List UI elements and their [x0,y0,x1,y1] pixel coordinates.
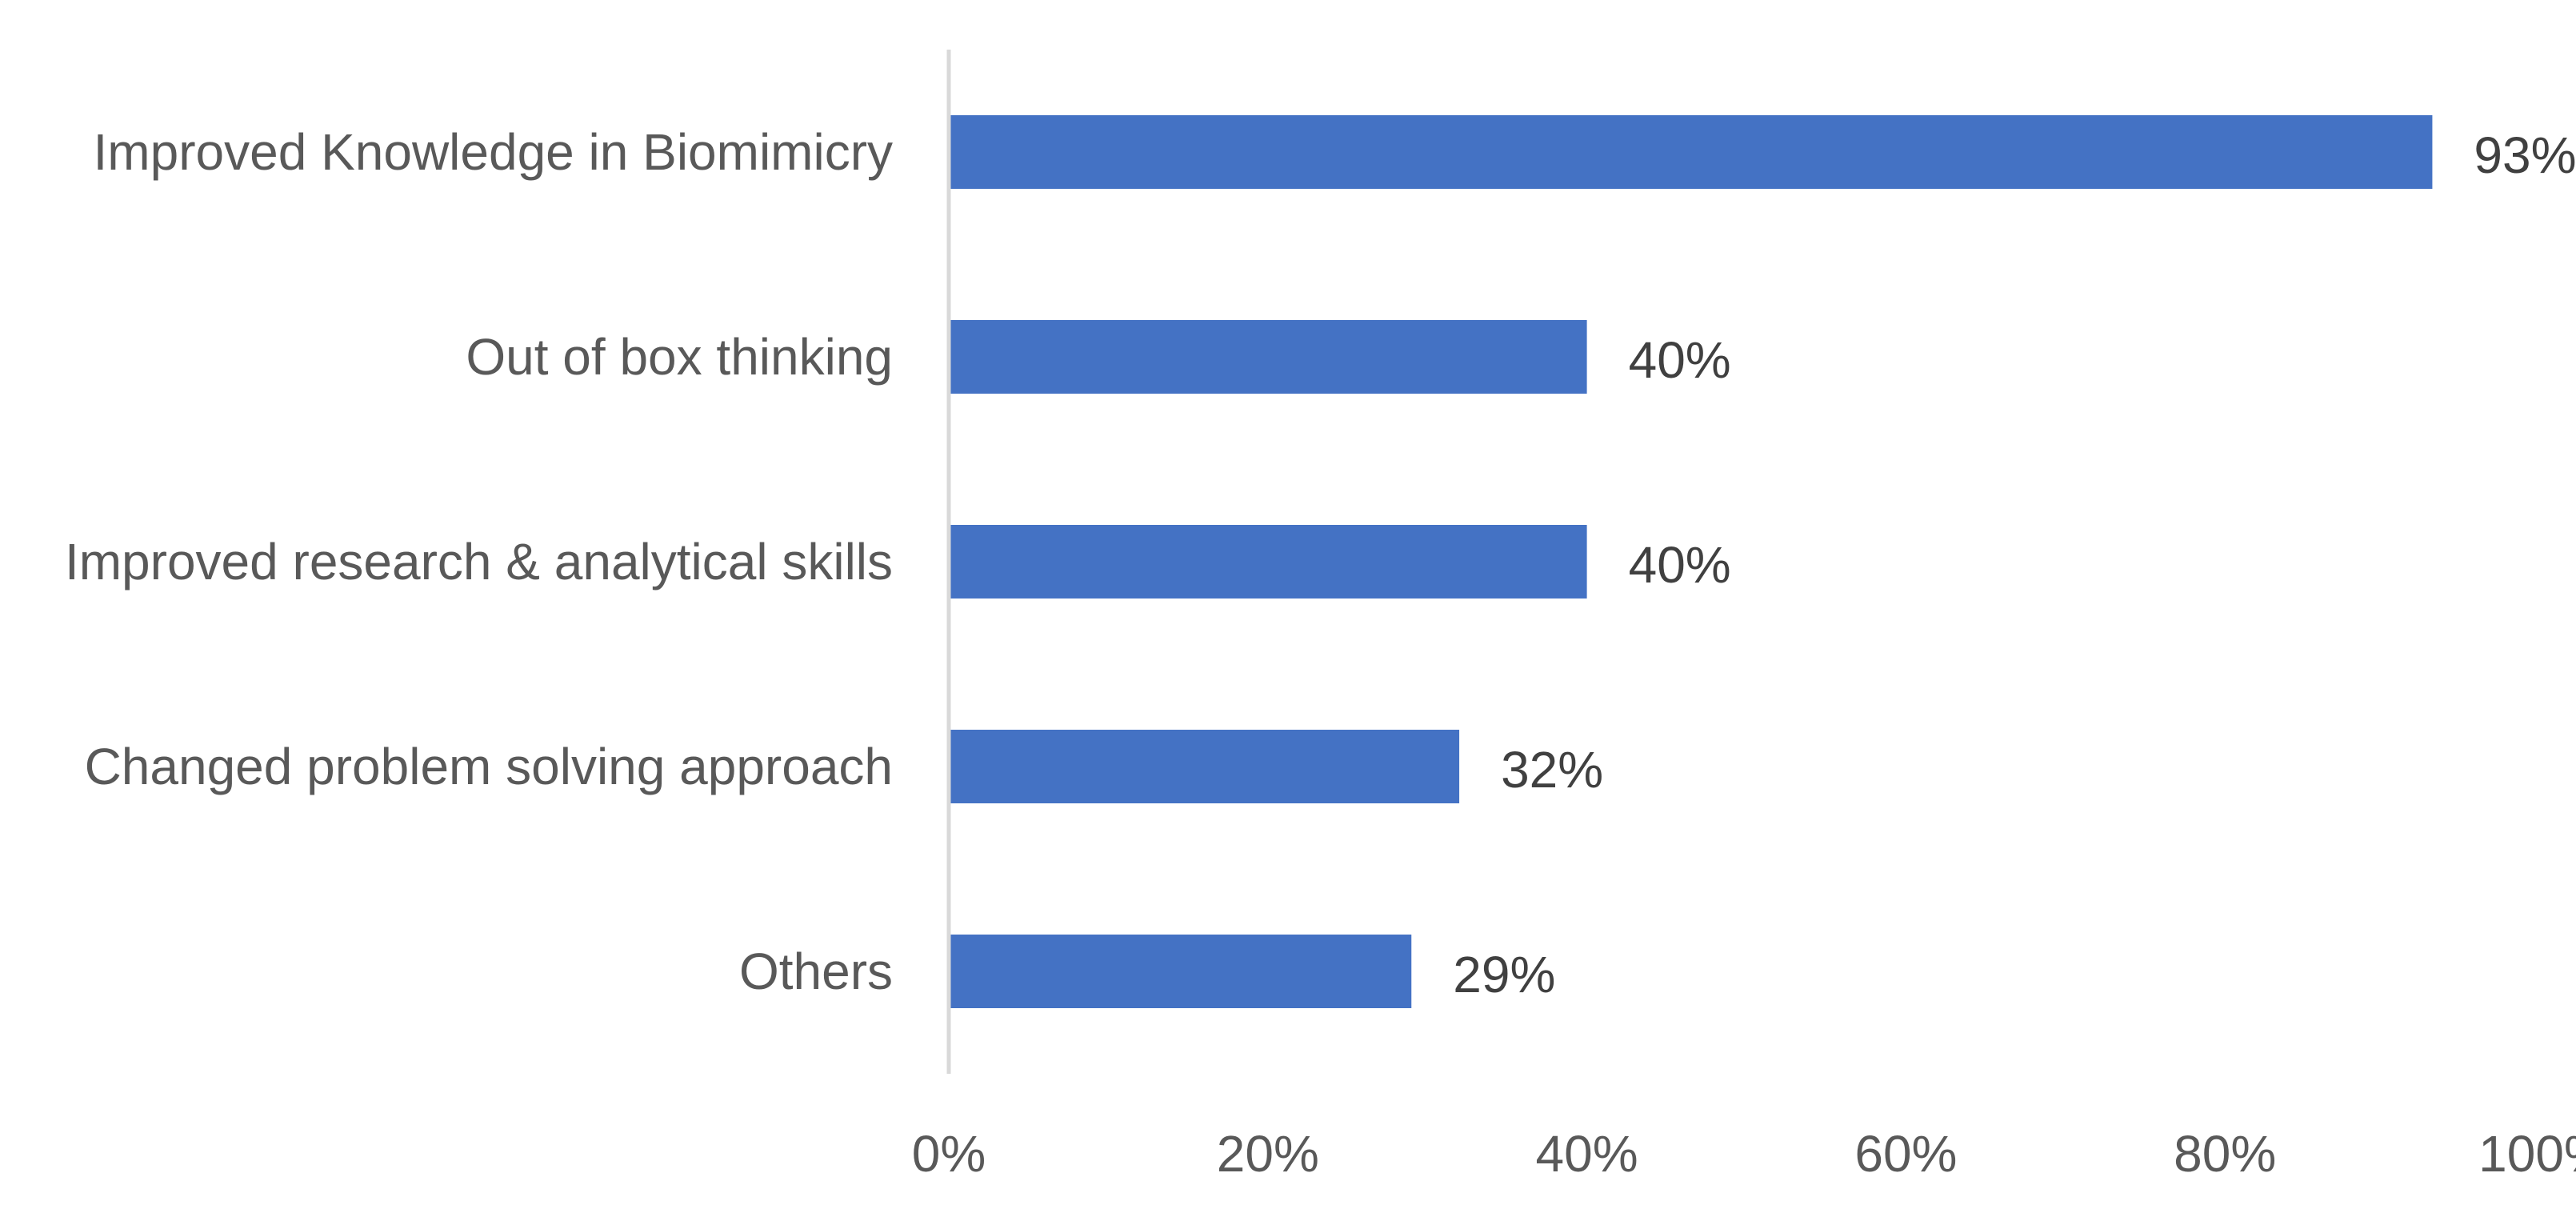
x-tick-label-40: 40% [1536,1125,1638,1183]
category-labels: Improved Knowledge in Biomimicry Out of b… [65,123,893,1000]
x-axis-tick-labels: 0% 20% 40% 60% 80% 100% [912,1125,2576,1183]
bar-others [949,935,1412,1008]
category-label-improved-research-and-analytical-skills: Improved research & analytical skills [65,533,893,590]
x-tick-label-80: 80% [2174,1125,2276,1183]
bar-improved-research-and-analytical-skills [949,525,1587,598]
category-label-others: Others [739,943,893,1000]
x-tick-label-20: 20% [1217,1125,1319,1183]
data-labels: 93% 40% 40% 32% 29% [1453,126,2576,1003]
category-label-out-of-box-thinking: Out of box thinking [466,328,893,386]
x-tick-label-0: 0% [912,1125,986,1183]
category-label-changed-problem-solving-approach: Changed problem solving approach [85,738,893,795]
x-tick-label-100: 100% [2478,1125,2576,1183]
bar-out-of-box-thinking [949,320,1587,394]
data-label-out-of-box-thinking: 40% [1629,331,1731,389]
bar-changed-problem-solving-approach [949,730,1460,803]
data-label-others: 29% [1453,946,1555,1003]
data-label-changed-problem-solving-approach: 32% [1501,741,1603,799]
x-tick-label-60: 60% [1854,1125,1957,1183]
category-label-improved-knowledge-in-biomimicry: Improved Knowledge in Biomimicry [94,123,894,181]
bar-improved-knowledge-in-biomimicry [949,115,2433,189]
bars-layer [949,115,2433,1008]
data-label-improved-knowledge-in-biomimicry: 93% [2474,126,2576,184]
data-label-improved-research-and-analytical-skills: 40% [1629,536,1731,594]
